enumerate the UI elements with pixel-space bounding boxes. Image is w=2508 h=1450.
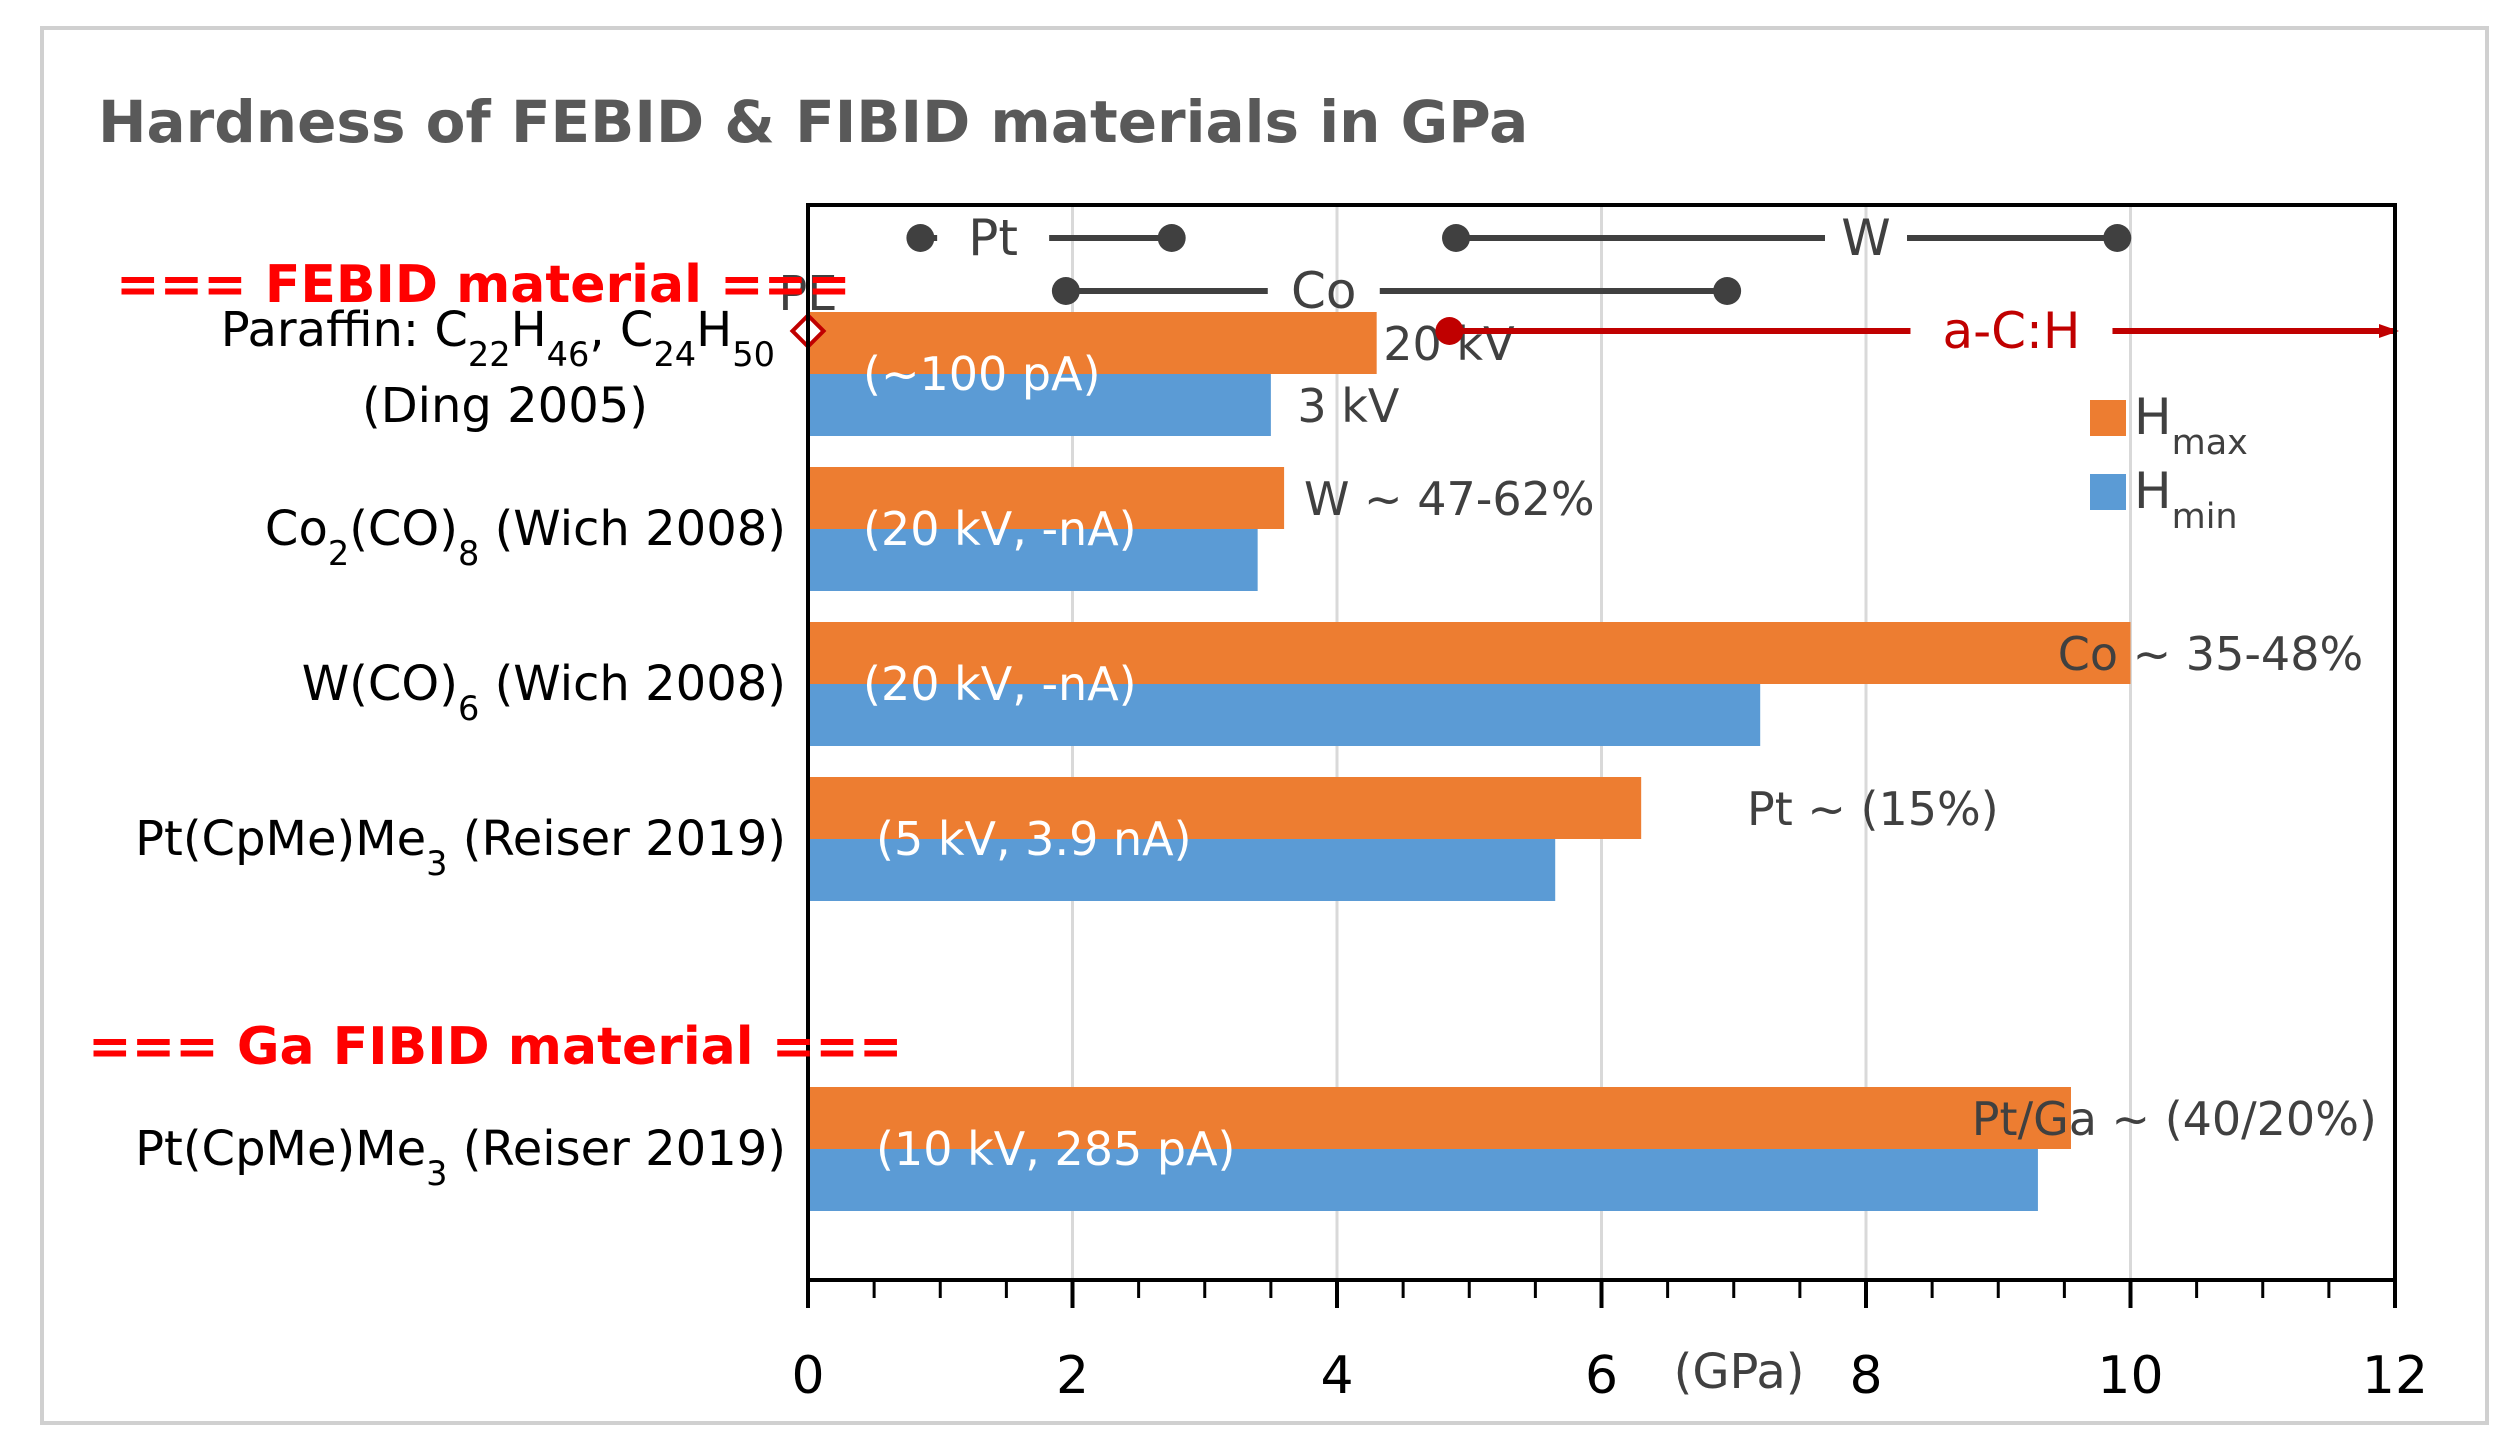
bar-label-2: (20 kV, -nA) [863,657,1137,711]
bar-max-3 [808,777,1642,839]
bar-min-3 [808,839,1556,901]
bars [808,312,2131,1211]
category-label-3: Pt(CpMe)Me3 (Reiser 2019) [135,811,786,883]
x-tick-label-0: 0 [791,1346,824,1406]
legend-swatch-min [2090,474,2126,510]
range-end-dot-0 [1157,224,1186,252]
range-start-dot-0 [906,224,935,252]
annotation-1: 3 kV [1297,379,1400,433]
legend-label-max: Hmax [2134,388,2248,463]
range-label-0: Pt [968,209,1018,267]
annotations: 20 kV3 kVW ~ 47-62%Co ~ 35-48%Pt ~ (15%)… [1297,317,2377,1146]
bar-label-0: (~100 pA) [863,347,1101,401]
section-label-1: === Ga FIBID material === [88,1017,902,1077]
category-label-2: W(CO)6 (Wich 2008) [302,656,786,728]
category-label-4: Pt(CpMe)Me3 (Reiser 2019) [135,1121,786,1193]
bar-min-1 [808,529,1258,591]
bar-max-2 [808,622,2131,684]
x-axis-label: (GPa) [1674,1344,1805,1400]
x-tick-label-1: 2 [1056,1346,1089,1406]
category-labels: Paraffin: C22H46, C24H50(Ding 2005) Co2(C… [135,302,786,1193]
bar-min-4 [808,1149,2038,1211]
bar-min-0 [808,374,1271,436]
chart-title: Hardness of FEBID & FIBID materials in G… [98,88,1528,156]
range-end-dot-1 [2103,224,2132,252]
category-label-1: Co2(CO)8 (Wich 2008) [265,501,786,573]
x-tick-label-6: 12 [2362,1346,2428,1406]
section-labels: === FEBID material === === Ga FIBID mater… [88,255,902,1077]
range-label-3: a-C:H [1942,302,2080,360]
section-label-0: === FEBID material === [116,255,851,315]
axes: 0 2 4 6 8 10 12 (GPa) [791,203,2428,1406]
legend-label-min: Hmin [2134,462,2238,537]
bar-max-1 [808,467,1285,529]
range-start-dot-1 [1442,224,1471,252]
x-tick-label-5: 10 [2097,1346,2163,1406]
annotation-4: Pt ~ (15%) [1747,782,1999,836]
bar-min-2 [808,684,1761,746]
range-label-2: Co [1291,262,1357,320]
annotation-3: Co ~ 35-48% [2058,627,2363,681]
bar-max-0 [808,312,1377,374]
category-label-0: Paraffin: C22H46, C24H50 [221,302,775,374]
x-tick-label-3: 6 [1585,1346,1618,1406]
range-start-dot-2 [1051,277,1080,305]
bar-label-4: (10 kV, 285 pA) [876,1122,1236,1176]
bar-label-1: (20 kV, -nA) [863,502,1137,556]
x-tick-label-2: 4 [1320,1346,1353,1406]
annotation-5: Pt/Ga ~ (40/20%) [1972,1092,2377,1146]
bar-label-3: (5 kV, 3.9 nA) [876,812,1192,866]
legend-swatch-max [2090,400,2126,436]
category-label-line2-0: (Ding 2005) [362,378,648,434]
bar-labels: (~100 pA) (20 kV, -nA) (20 kV, -nA) (5 kV, … [863,347,1236,1176]
x-tick-label-4: 8 [1849,1346,1882,1406]
annotation-2: W ~ 47-62% [1304,472,1595,526]
range-label-1: W [1841,209,1890,267]
bar-max-4 [808,1087,2071,1149]
range-start-dot-3 [1435,317,1464,345]
range-end-dot-2 [1713,277,1742,305]
